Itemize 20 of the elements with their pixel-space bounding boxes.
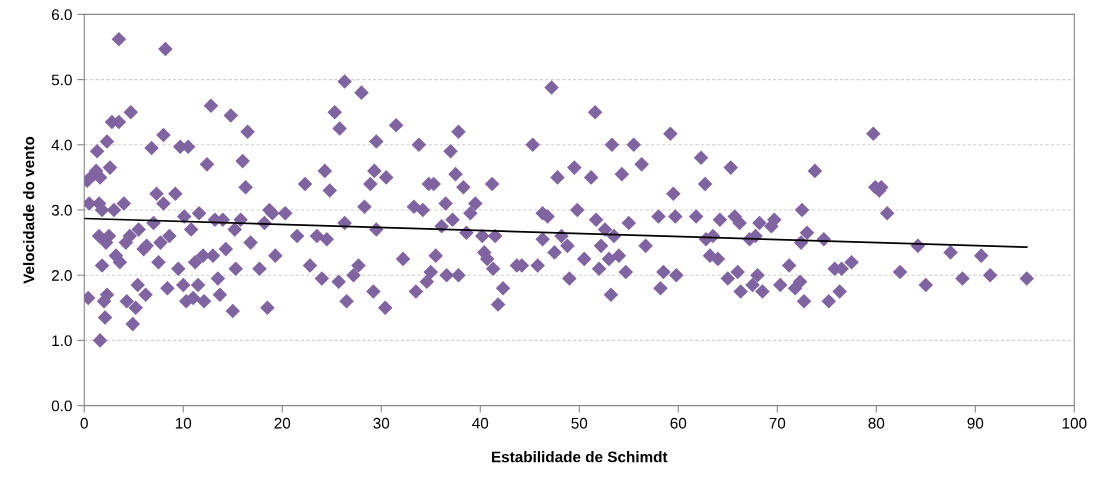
y-tick-label: 1.0: [52, 335, 72, 347]
x-tick-label: 50: [571, 417, 588, 429]
y-tick-label: 2.0: [51, 270, 72, 281]
x-tick-label: 20: [274, 417, 291, 429]
x-tick-label: 80: [868, 417, 885, 429]
y-axis-title: Velocidade do vento: [23, 136, 35, 284]
y-tick-label: 5.0: [51, 74, 72, 86]
y-tick-label: 0.0: [51, 400, 72, 412]
y-tick-label: 3.0: [51, 204, 72, 216]
y-tick-label: 6.0: [51, 9, 72, 21]
y-tick-label: 4.0: [51, 139, 72, 151]
x-tick-label: 0: [80, 417, 88, 429]
x-tick-label: 70: [769, 417, 786, 429]
x-tick-label: 40: [472, 417, 489, 429]
x-tick-label: 60: [670, 417, 687, 429]
x-tick-label: 100: [1062, 417, 1087, 429]
x-tick-label: 90: [967, 417, 984, 429]
x-tick-label: 10: [175, 417, 192, 429]
x-axis-title: Estabilidade de Schimdt: [492, 451, 668, 463]
x-tick-label: 30: [373, 417, 390, 429]
